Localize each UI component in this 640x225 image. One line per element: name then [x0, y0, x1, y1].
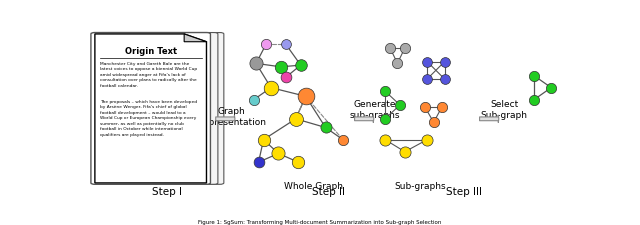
- FancyBboxPatch shape: [104, 33, 224, 184]
- Point: [529, 98, 539, 101]
- FancyBboxPatch shape: [91, 33, 211, 184]
- Point: [276, 65, 286, 69]
- Point: [400, 150, 410, 153]
- Point: [293, 160, 303, 164]
- Point: [380, 117, 390, 121]
- Point: [259, 138, 269, 142]
- Point: [281, 75, 291, 79]
- Point: [296, 63, 306, 67]
- Text: The proposals – which have been developed
by Arsène Wenger, Fifa's chief of glob: The proposals – which have been develope…: [100, 100, 197, 137]
- Point: [392, 62, 403, 65]
- Point: [266, 86, 276, 90]
- Point: [437, 105, 447, 108]
- FancyBboxPatch shape: [99, 33, 218, 184]
- Point: [301, 94, 311, 98]
- Point: [253, 160, 264, 164]
- Point: [248, 98, 259, 101]
- Text: Generate
sub-graphs: Generate sub-graphs: [350, 100, 401, 120]
- Point: [261, 43, 271, 46]
- Point: [422, 138, 433, 142]
- PathPatch shape: [95, 34, 207, 183]
- PathPatch shape: [184, 34, 207, 42]
- Point: [281, 43, 291, 46]
- Text: Manchester City and Gareth Bale are the
latest voices to oppose a biennial World: Manchester City and Gareth Bale are the …: [100, 62, 197, 88]
- Point: [546, 86, 556, 90]
- Point: [380, 89, 390, 93]
- Point: [395, 103, 405, 107]
- Point: [440, 77, 450, 81]
- Point: [422, 60, 433, 63]
- Point: [380, 138, 390, 142]
- Point: [429, 121, 439, 124]
- Point: [400, 46, 410, 50]
- Point: [385, 46, 395, 50]
- Text: Origin Text: Origin Text: [125, 47, 177, 56]
- Point: [529, 74, 539, 77]
- Text: Step III: Step III: [447, 187, 483, 197]
- Text: Whole Graph: Whole Graph: [284, 182, 342, 191]
- Text: Sub-graphs: Sub-graphs: [394, 182, 445, 191]
- Text: Step I: Step I: [152, 187, 182, 197]
- Point: [321, 126, 331, 129]
- Text: Select
Sub-graph: Select Sub-graph: [481, 100, 527, 120]
- Point: [273, 152, 284, 155]
- Point: [251, 62, 261, 65]
- Text: Step II: Step II: [312, 187, 344, 197]
- Text: Figure 1: SgSum: Transforming Multi-document Summarization into Sub-graph Select: Figure 1: SgSum: Transforming Multi-docu…: [198, 220, 442, 225]
- Point: [420, 105, 430, 108]
- Point: [422, 77, 433, 81]
- Point: [291, 117, 301, 121]
- Point: [338, 138, 348, 142]
- Point: [440, 60, 450, 63]
- Text: Graph
Representation: Graph Representation: [196, 107, 266, 127]
